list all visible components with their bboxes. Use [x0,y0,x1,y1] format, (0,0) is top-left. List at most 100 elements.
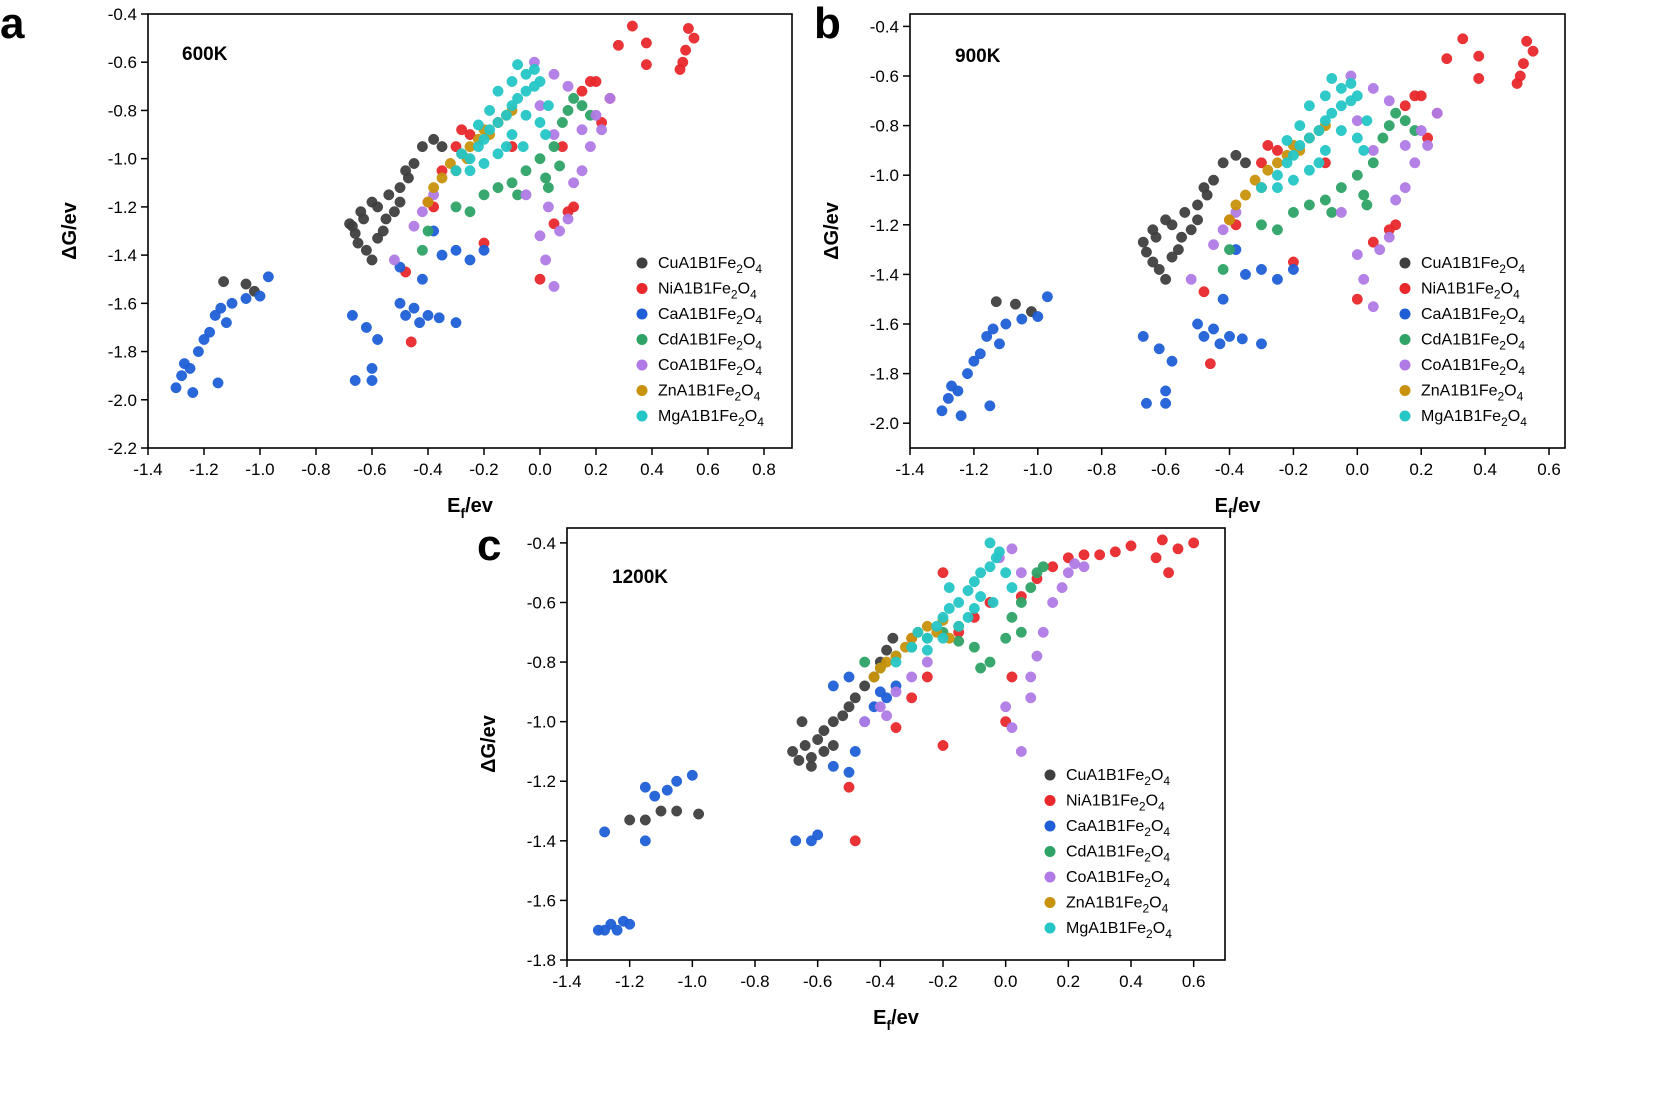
data-point [1287,263,1299,275]
x-tick-label: 0.6 [1537,460,1561,479]
data-point [655,805,667,817]
data-point [1383,231,1395,243]
data-point [890,686,902,698]
data-point [416,273,428,285]
x-tick-label: -0.2 [469,460,498,479]
data-point [1224,244,1235,256]
data-point [1006,543,1018,555]
data-point [1319,115,1331,127]
data-point [540,172,552,184]
data-point [1240,157,1251,169]
data-point [456,148,468,160]
legend-label: ZnA1B1Fe2O4 [1066,895,1169,916]
x-tick-label: 0.4 [1473,460,1497,479]
series-MgA1B1Fe2O4 [890,537,1018,668]
data-point [1147,224,1159,236]
data-point [450,165,462,177]
data-point [1294,139,1306,151]
y-tick-label: -1.0 [527,713,556,732]
data-point [1214,338,1226,350]
data-point [590,76,602,87]
data-point [1153,343,1165,355]
data-point [464,165,476,177]
data-point [936,405,948,417]
x-tick-label: 0.4 [1119,972,1143,991]
y-tick-label: -1.6 [870,315,899,334]
legend-marker [1044,897,1056,908]
data-point [993,546,1005,558]
data-point [1514,70,1526,82]
data-point [1125,540,1137,552]
data-point [921,620,933,632]
legend-label: NiA1B1Fe2O4 [658,281,757,302]
data-point [1303,100,1315,112]
data-point [859,656,871,668]
data-point [1361,199,1373,211]
data-point [1240,189,1251,201]
data-point [1062,567,1074,579]
data-point [548,281,560,292]
data-point [1271,224,1283,236]
data-point [827,760,839,772]
data-point [192,346,204,358]
data-point [1047,561,1059,573]
data-point [661,784,673,796]
data-point [1441,53,1453,65]
legend-marker [1399,410,1411,422]
data-point [1335,206,1347,218]
data-point [1319,194,1331,206]
data-point [170,382,182,394]
legend-label: MgA1B1Fe2O4 [1066,920,1172,941]
data-point [1172,244,1184,256]
x-tick-label: -0.6 [803,972,832,991]
data-point [428,133,440,145]
data-point [881,710,893,722]
data-point [1361,115,1373,127]
data-point [1032,311,1044,323]
series-CdA1B1Fe2O4 [1217,107,1421,275]
data-point [1303,164,1315,176]
data-point [568,201,580,213]
x-tick-label: -0.4 [413,460,442,479]
data-point [380,213,392,225]
data-point [372,232,384,244]
legend-label: CoA1B1Fe2O4 [658,357,762,378]
data-point [422,309,434,321]
data-point [542,182,554,194]
x-tick-label: 0.2 [1409,460,1433,479]
data-point [1185,273,1197,285]
y-tick-label: -0.8 [870,117,899,136]
data-point [520,189,532,201]
y-tick-label: -0.6 [108,53,137,72]
data-point [204,326,216,338]
data-point [671,775,683,787]
data-point [184,362,196,374]
data-point [1000,318,1012,330]
x-tick-label: -0.8 [1087,460,1116,479]
data-point [1147,256,1159,268]
legend-label: CdA1B1Fe2O4 [1066,844,1170,865]
y-tick-label: -1.8 [870,365,899,384]
data-point [240,293,252,304]
data-point [542,100,554,112]
legend-label: CaA1B1Fe2O4 [658,306,762,327]
data-point [1192,318,1204,330]
data-point [1016,313,1028,325]
data-point [1367,82,1379,94]
legend-label: CaA1B1Fe2O4 [1066,818,1170,839]
data-point [931,620,943,632]
legend-marker [636,283,648,294]
data-point [1377,132,1389,144]
data-point [937,611,949,623]
data-point [682,23,694,34]
data-point [450,317,462,329]
data-point [859,680,871,692]
data-point [562,80,574,92]
data-point [1262,139,1274,151]
x-tick-label: 0.2 [1057,972,1081,991]
data-point [1006,611,1018,623]
data-point [968,641,980,653]
data-point [349,375,361,386]
data-point [790,835,802,847]
data-point [805,760,817,772]
